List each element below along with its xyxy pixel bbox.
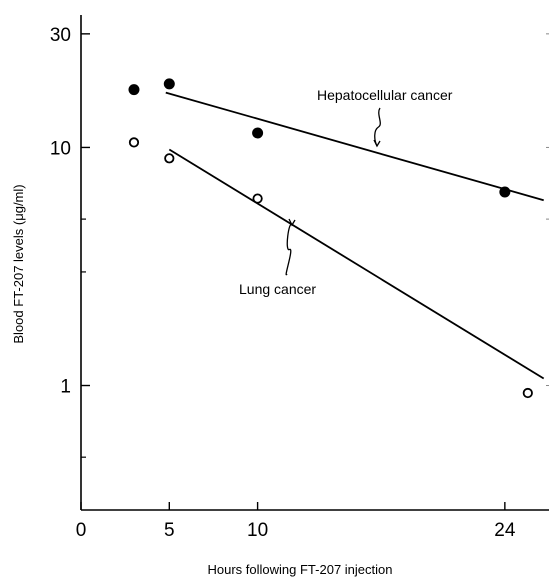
- y-tick-label: 1: [60, 377, 71, 398]
- point-lung: [253, 194, 261, 202]
- point-hepatocellular: [164, 79, 174, 89]
- fit-lines: [166, 93, 544, 379]
- plot-frame: [81, 15, 549, 510]
- annotation-hepatocellular: Hepatocellular cancer: [317, 87, 453, 103]
- x-tick-label: 5: [164, 520, 175, 541]
- x-axis-label: Hours following FT-207 injection: [208, 562, 393, 577]
- y-tick-label: 30: [50, 25, 71, 46]
- y-tick-label: 10: [50, 138, 71, 159]
- leader-hepatocellular: [375, 108, 381, 146]
- leader-hepatocellular-arrowhead: [374, 140, 380, 146]
- axis-ticks: [81, 34, 549, 510]
- annotations: Hepatocellular cancer Lung cancer: [239, 87, 453, 297]
- x-tick-label: 24: [494, 520, 516, 541]
- point-hepatocellular: [500, 187, 510, 197]
- data-points: [129, 79, 532, 397]
- point-lung: [165, 154, 173, 162]
- annotation-lung: Lung cancer: [239, 281, 316, 297]
- x-tick-label: 0: [76, 520, 87, 541]
- x-tick-label: 10: [247, 520, 268, 541]
- point-lung: [130, 138, 138, 146]
- point-hepatocellular: [129, 85, 139, 95]
- leader-lung: [286, 224, 292, 274]
- y-axis-label: Blood FT-207 levels (μg/ml): [11, 184, 26, 343]
- point-lung: [524, 389, 532, 397]
- fit-line-hepatocellular: [166, 93, 544, 201]
- point-hepatocellular: [253, 128, 263, 138]
